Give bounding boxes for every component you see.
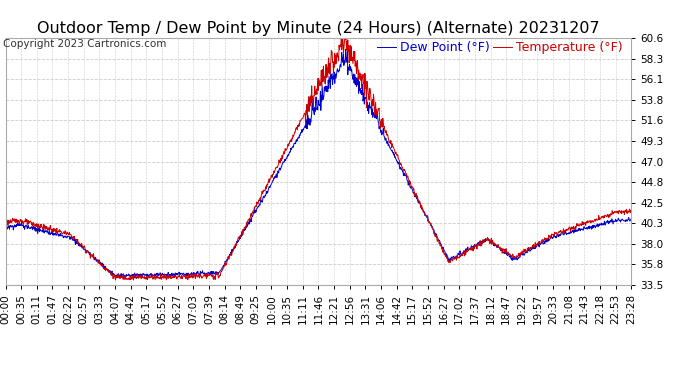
Legend: Dew Point (°F), Temperature (°F): Dew Point (°F), Temperature (°F) [375,39,625,57]
Title: Outdoor Temp / Dew Point by Minute (24 Hours) (Alternate) 20231207: Outdoor Temp / Dew Point by Minute (24 H… [37,21,600,36]
Dew Point (°F) [126,273,134,278]
Dew Point (°F) [553,232,562,237]
Dew Point (°F) [145,276,153,280]
Temperature (°F) [337,35,346,40]
Line: Temperature (°F): Temperature (°F) [6,38,631,280]
Temperature (°F) [417,205,425,210]
Text: Copyright 2023 Cartronics.com: Copyright 2023 Cartronics.com [3,39,167,50]
Temperature (°F) [211,277,219,282]
Dew Point (°F) [1,226,10,231]
Temperature (°F) [129,278,137,282]
Temperature (°F) [141,277,149,281]
Dew Point (°F) [627,216,635,221]
Dew Point (°F) [417,203,425,207]
Temperature (°F) [498,247,506,251]
Temperature (°F) [627,211,635,215]
Dew Point (°F) [342,47,350,51]
Temperature (°F) [1,222,10,226]
Dew Point (°F) [211,272,219,276]
Dew Point (°F) [141,272,149,276]
Dew Point (°F) [498,249,506,254]
Temperature (°F) [126,276,134,280]
Line: Dew Point (°F): Dew Point (°F) [6,49,631,278]
Temperature (°F) [553,231,562,236]
